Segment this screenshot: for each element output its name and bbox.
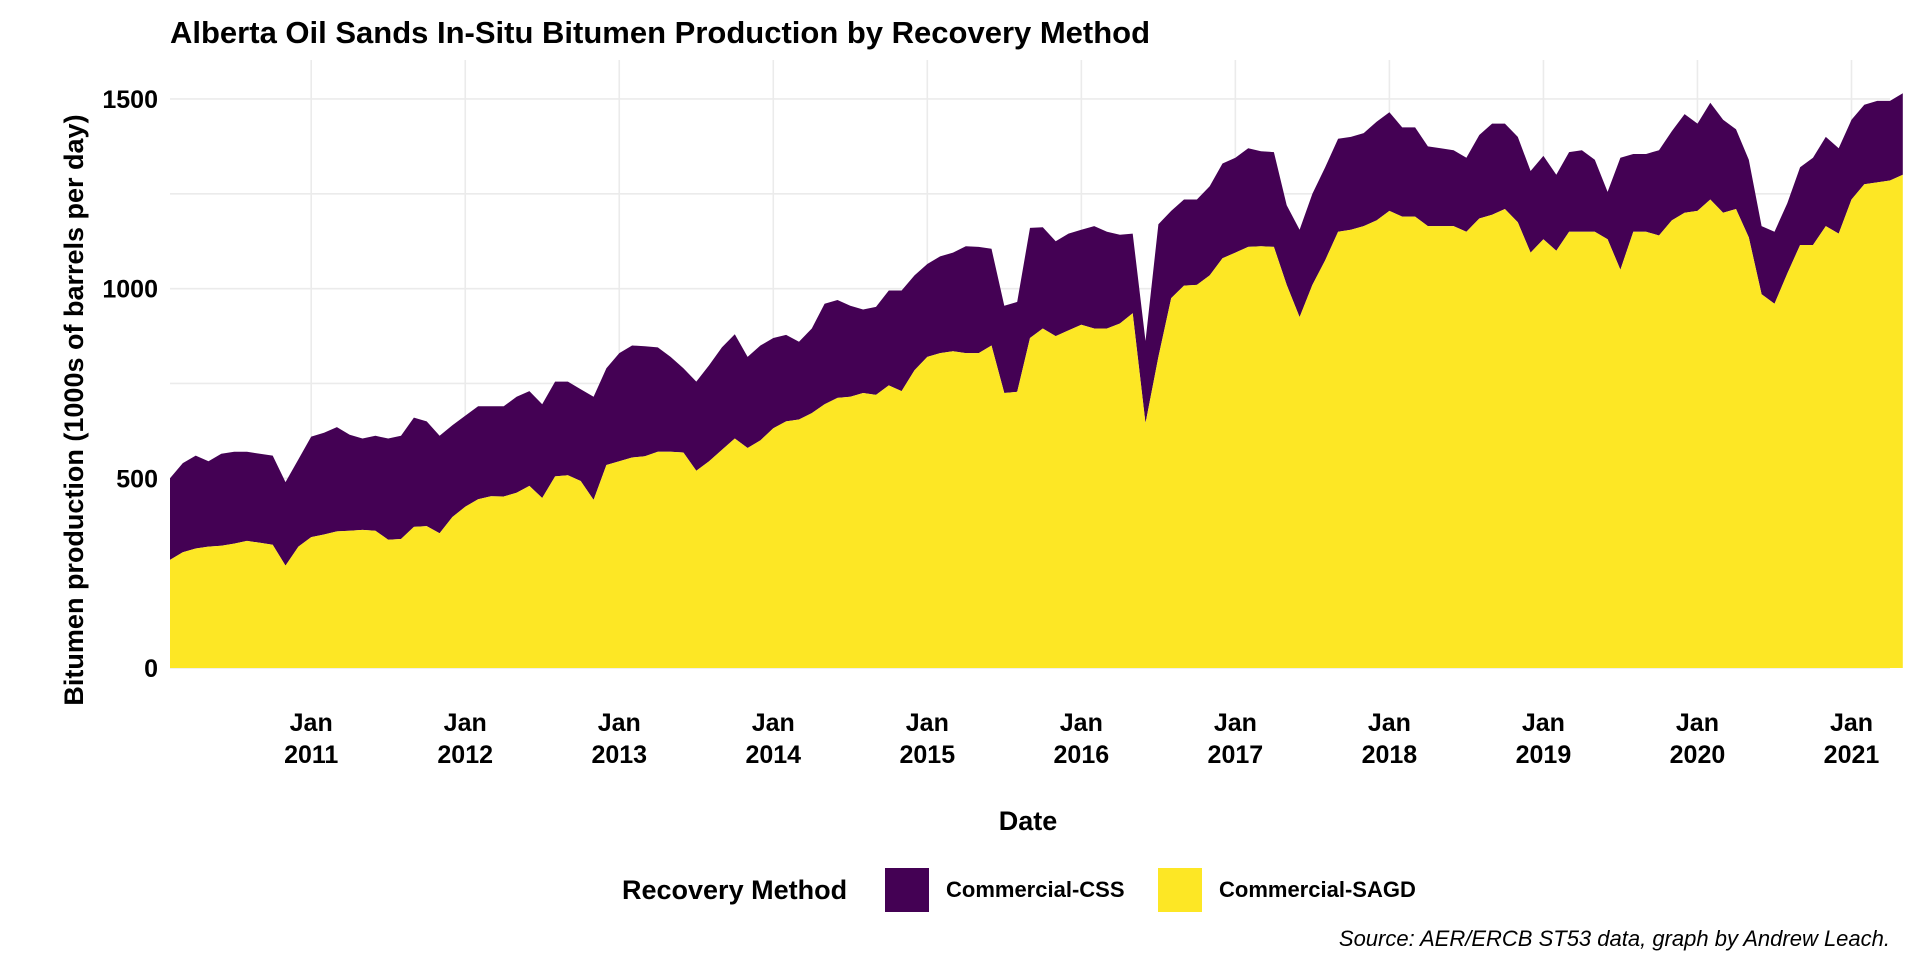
- y-tick-label: 500: [116, 465, 158, 493]
- x-tick-label: Jan 2015: [900, 709, 956, 769]
- x-tick-label: Jan 2019: [1516, 709, 1572, 769]
- y-axis: 0 500 1000 1500: [102, 86, 158, 683]
- y-tick-label: 1500: [102, 86, 158, 114]
- x-tick-label: Jan 2011: [284, 709, 338, 769]
- area-commercial-sagd: [170, 174, 1903, 669]
- x-axis: Jan 2011 Jan 2012 Jan 2013 Jan 2014 Jan 2015 Jan 20…: [284, 709, 1879, 769]
- y-axis-title: Bitumen production (1000s of barrels per…: [59, 114, 89, 705]
- x-tick-label: Jan 2020: [1670, 709, 1726, 769]
- x-tick-label: Jan 2012: [437, 709, 493, 769]
- y-tick-label: 0: [144, 655, 158, 683]
- legend-title: Recovery Method: [622, 875, 847, 905]
- legend-key-css: [885, 868, 929, 912]
- x-tick-label: Jan 2021: [1824, 709, 1880, 769]
- legend: Recovery Method Commercial-CSS Commercia…: [622, 868, 1416, 912]
- area-commercial-css: [170, 93, 1903, 566]
- plot-area: [170, 93, 1903, 669]
- x-axis-title: Date: [999, 806, 1058, 836]
- x-tick-label: Jan 2018: [1362, 709, 1418, 769]
- x-tick-label: Jan 2014: [745, 709, 801, 769]
- x-tick-label: Jan 2016: [1054, 709, 1110, 769]
- legend-key-sagd: [1158, 868, 1202, 912]
- legend-label-css: Commercial-CSS: [946, 877, 1125, 902]
- chart-title: Alberta Oil Sands In-Situ Bitumen Produc…: [170, 15, 1150, 50]
- x-tick-label: Jan 2017: [1208, 709, 1264, 769]
- legend-label-sagd: Commercial-SAGD: [1219, 877, 1416, 902]
- source-caption: Source: AER/ERCB ST53 data, graph by And…: [1339, 926, 1890, 951]
- y-tick-label: 1000: [102, 276, 158, 304]
- x-tick-label: Jan 2013: [591, 709, 647, 769]
